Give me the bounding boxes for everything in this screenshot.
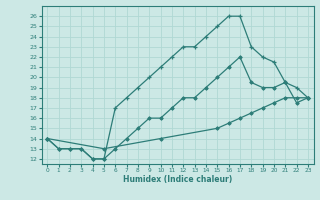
X-axis label: Humidex (Indice chaleur): Humidex (Indice chaleur) — [123, 175, 232, 184]
